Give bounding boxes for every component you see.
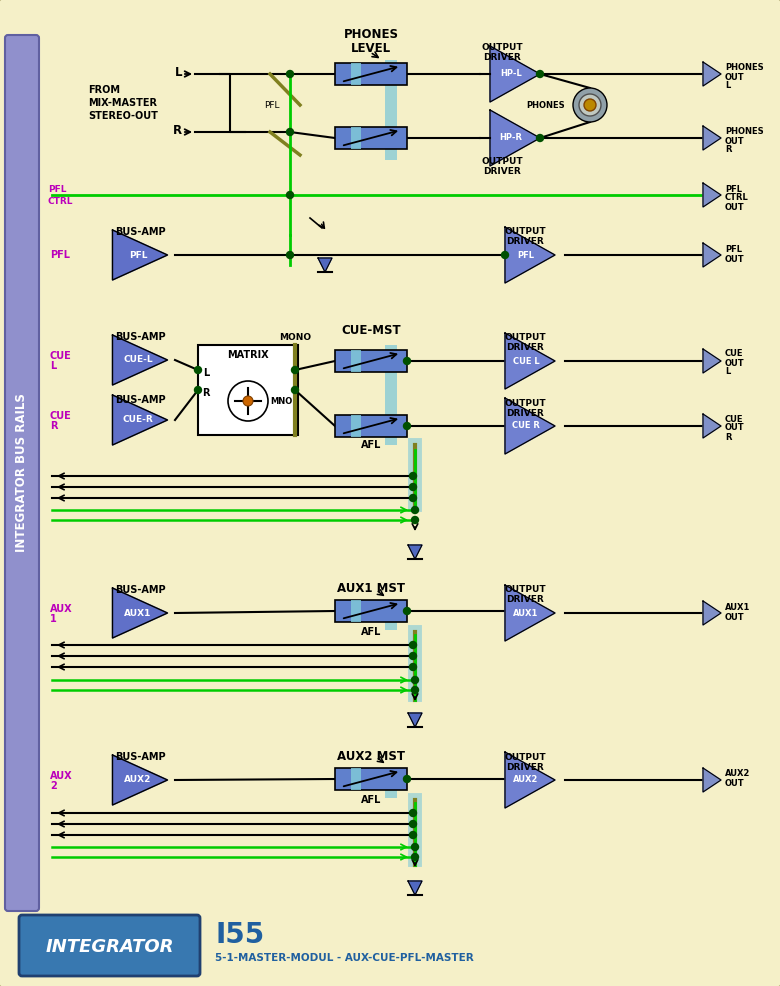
FancyBboxPatch shape — [385, 345, 397, 445]
Circle shape — [286, 251, 293, 258]
Text: PFL: PFL — [264, 101, 280, 109]
Text: MNO: MNO — [270, 396, 292, 405]
Text: CUE-MST: CUE-MST — [341, 323, 401, 336]
Circle shape — [403, 422, 410, 430]
Polygon shape — [490, 46, 540, 102]
Circle shape — [403, 776, 410, 783]
Polygon shape — [408, 713, 422, 727]
Text: 1: 1 — [50, 614, 57, 624]
FancyBboxPatch shape — [198, 345, 298, 435]
Polygon shape — [112, 755, 168, 805]
Text: AUX: AUX — [50, 604, 73, 614]
Circle shape — [537, 71, 544, 78]
Polygon shape — [505, 333, 555, 389]
Text: PHONES: PHONES — [526, 101, 565, 109]
Circle shape — [412, 676, 419, 683]
Text: PFL: PFL — [129, 250, 147, 259]
Text: PFL: PFL — [50, 250, 70, 260]
Text: OUTPUT: OUTPUT — [504, 586, 546, 595]
Text: CTRL: CTRL — [725, 193, 749, 202]
Text: MONO: MONO — [279, 332, 311, 341]
Circle shape — [410, 472, 417, 479]
Text: FROM: FROM — [88, 85, 120, 95]
Polygon shape — [318, 258, 332, 272]
Circle shape — [286, 128, 293, 135]
Circle shape — [412, 686, 419, 693]
Text: BUS-AMP: BUS-AMP — [115, 752, 165, 762]
Text: DRIVER: DRIVER — [506, 408, 544, 417]
Text: STEREO-OUT: STEREO-OUT — [88, 111, 158, 121]
Circle shape — [584, 99, 596, 111]
Text: R: R — [725, 146, 732, 155]
Text: AUX: AUX — [50, 771, 73, 781]
Circle shape — [292, 367, 299, 374]
Text: AUX2: AUX2 — [124, 776, 151, 785]
Circle shape — [412, 843, 419, 851]
Polygon shape — [703, 183, 721, 207]
Text: OUT: OUT — [725, 73, 745, 82]
FancyBboxPatch shape — [385, 600, 397, 630]
Text: INTEGRATOR BUS RAILS: INTEGRATOR BUS RAILS — [16, 393, 29, 552]
Text: DRIVER: DRIVER — [506, 762, 544, 771]
Text: BUS-AMP: BUS-AMP — [115, 395, 165, 405]
Text: OUT: OUT — [725, 424, 745, 433]
Circle shape — [410, 483, 417, 490]
Circle shape — [403, 358, 410, 365]
Polygon shape — [505, 752, 555, 808]
Polygon shape — [112, 335, 168, 385]
Text: AUX2: AUX2 — [725, 769, 750, 779]
Polygon shape — [703, 349, 721, 373]
Text: CUE-L: CUE-L — [123, 356, 153, 365]
Polygon shape — [505, 227, 555, 283]
Text: OUT: OUT — [725, 780, 745, 789]
FancyBboxPatch shape — [335, 600, 407, 622]
Text: DRIVER: DRIVER — [506, 596, 544, 604]
Polygon shape — [505, 585, 555, 641]
Circle shape — [502, 251, 509, 258]
Polygon shape — [490, 110, 540, 166]
Text: BUS-AMP: BUS-AMP — [115, 332, 165, 342]
FancyBboxPatch shape — [385, 60, 397, 160]
Text: PFL: PFL — [725, 245, 742, 253]
Text: OUT: OUT — [725, 613, 745, 622]
Circle shape — [410, 664, 417, 670]
Text: CUE: CUE — [725, 414, 743, 424]
Polygon shape — [703, 768, 721, 792]
Text: R: R — [725, 433, 732, 442]
FancyBboxPatch shape — [351, 350, 361, 372]
Text: L: L — [725, 368, 730, 377]
Circle shape — [286, 191, 293, 198]
Text: OUTPUT: OUTPUT — [504, 228, 546, 237]
FancyBboxPatch shape — [351, 415, 361, 437]
Polygon shape — [703, 243, 721, 267]
Polygon shape — [408, 545, 422, 559]
Circle shape — [579, 94, 601, 116]
Text: PHONES: PHONES — [725, 127, 764, 136]
Text: AUX2: AUX2 — [513, 776, 539, 785]
Text: DRIVER: DRIVER — [483, 168, 521, 176]
Text: OUT: OUT — [725, 202, 745, 212]
Text: PFL: PFL — [725, 184, 742, 193]
Circle shape — [410, 831, 417, 838]
Text: AUX2 MST: AUX2 MST — [337, 749, 405, 762]
Polygon shape — [703, 62, 721, 86]
Text: OUTPUT: OUTPUT — [504, 333, 546, 342]
Text: HP-R: HP-R — [499, 133, 523, 143]
Circle shape — [403, 607, 410, 614]
FancyBboxPatch shape — [351, 127, 361, 149]
Polygon shape — [112, 588, 168, 638]
FancyBboxPatch shape — [335, 768, 407, 790]
Circle shape — [410, 810, 417, 816]
FancyBboxPatch shape — [335, 127, 407, 149]
FancyBboxPatch shape — [351, 600, 361, 622]
Text: L: L — [725, 82, 730, 91]
Text: CUE L: CUE L — [512, 357, 539, 366]
Text: HP-L: HP-L — [500, 69, 522, 79]
Polygon shape — [703, 414, 721, 438]
Circle shape — [410, 653, 417, 660]
FancyBboxPatch shape — [5, 35, 39, 911]
Text: PFL: PFL — [517, 250, 534, 259]
Circle shape — [412, 507, 419, 514]
Text: CUE: CUE — [725, 349, 743, 359]
